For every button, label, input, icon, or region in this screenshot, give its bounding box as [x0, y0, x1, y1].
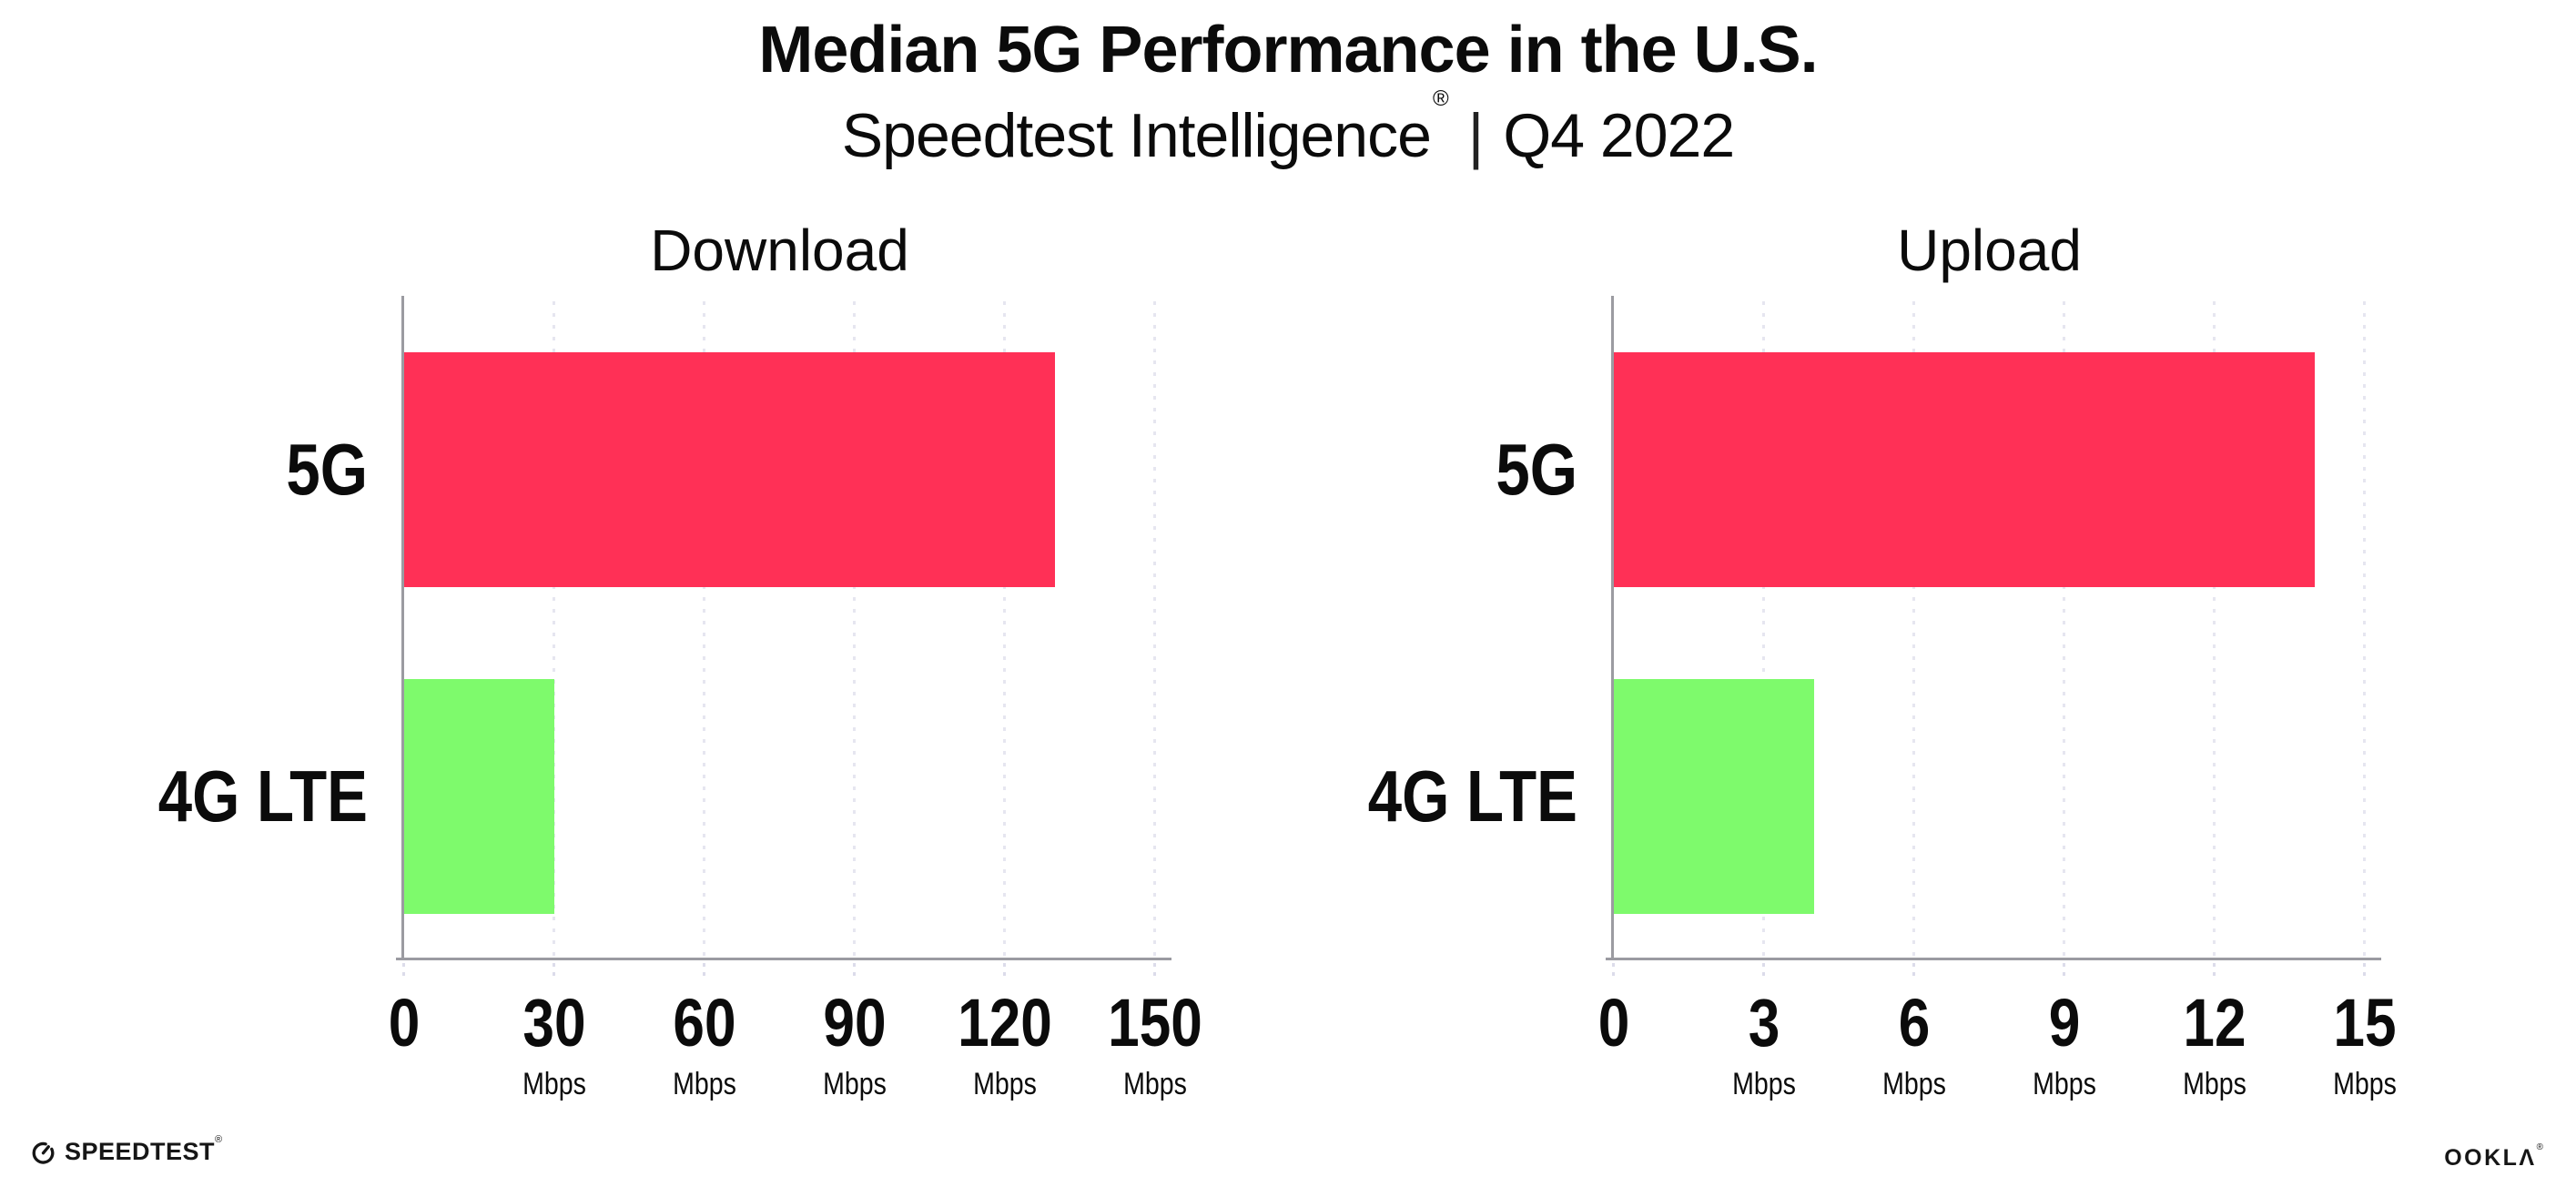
speedtest-trademark-mark: ® — [215, 1134, 223, 1145]
x-tick-unit: Mbps — [673, 1067, 736, 1101]
category-label-5g: 5G — [1496, 429, 1577, 510]
download-chart: Download 0 30 Mbps 60 Mbps 90 Mbps 120 Mbps 150 Mb… — [158, 0, 1202, 1111]
subtitle-period: Q4 2022 — [1503, 101, 1735, 170]
gridline-12 — [2213, 301, 2216, 957]
upload-plot-area: 0 3 Mbps 6 Mbps 9 Mbps 12 Mbps 15 Mbps — [1598, 296, 2397, 1100]
x-tick-unit: Mbps — [522, 1067, 586, 1101]
tickmark-6 — [1912, 963, 1915, 977]
tickmark-60 — [703, 963, 705, 977]
x-tick-value: 60 — [673, 985, 736, 1060]
x-tick-unit: Mbps — [1123, 1067, 1187, 1101]
x-tick-unit: Mbps — [1732, 1067, 1796, 1101]
x-tick-value: 9 — [2048, 985, 2081, 1060]
gridline-30 — [553, 301, 555, 957]
x-tick-unit: Mbps — [823, 1067, 887, 1101]
x-tick-unit: Mbps — [2333, 1067, 2397, 1101]
upload-chart: Upload 0 3 Mbps 6 Mbps 9 Mbps 12 Mbps 15 Mbps 5G 4G… — [1368, 0, 2397, 1111]
category-label-4g-lte: 4G LTE — [1367, 756, 1577, 837]
gridline-6 — [1912, 301, 1915, 957]
gridline-60 — [703, 301, 705, 957]
x-tick-value: 0 — [1597, 985, 1630, 1060]
tickmark-120 — [1003, 963, 1006, 977]
subtitle-brand: Speedtest Intelligence — [841, 101, 1432, 170]
bar-4g-lte — [1614, 679, 1814, 914]
ookla-trademark-mark: ® — [2536, 1141, 2543, 1152]
tickmark-3 — [1762, 963, 1765, 977]
x-tick-unit: Mbps — [973, 1067, 1037, 1101]
x-tick-label-15: 15 Mbps — [2281, 985, 2449, 1101]
tickmark-30 — [553, 963, 555, 977]
subtitle-divider: | — [1467, 101, 1485, 170]
speedtest-logo: SPEEDTEST® — [30, 1134, 223, 1166]
x-tick-label-120: 120 Mbps — [921, 985, 1090, 1101]
ookla-wordmark: OOKLΛ — [2444, 1145, 2537, 1171]
gridline-3 — [1762, 301, 1765, 957]
speedtest-wordmark: SPEEDTEST® — [65, 1134, 223, 1166]
ookla-logo: OOKLΛ® — [2444, 1141, 2543, 1172]
subtitle: Speedtest Intelligence® | Q4 2022 — [0, 86, 2576, 171]
gridline-150 — [1153, 301, 1156, 957]
x-tick-label-150: 150 Mbps — [1071, 985, 1240, 1101]
x-tick-label-12: 12 Mbps — [2131, 985, 2299, 1101]
x-tick-label-6: 6 Mbps — [1831, 985, 1999, 1101]
download-plot-area: 0 30 Mbps 60 Mbps 90 Mbps 120 Mbps 150 Mbps — [389, 296, 1202, 1100]
x-tick-value: 12 — [2183, 985, 2246, 1060]
category-label-5g: 5G — [286, 429, 368, 510]
download-x-axis-line — [396, 958, 1171, 960]
x-tick-value: 6 — [1898, 985, 1931, 1060]
bar-4g-lte — [404, 679, 554, 914]
tickmark-9 — [2063, 963, 2065, 977]
x-tick-value: 0 — [388, 985, 421, 1060]
bar-5g — [404, 352, 1055, 587]
upload-x-axis-line — [1606, 958, 2381, 960]
x-tick-label-3: 3 Mbps — [1680, 985, 1849, 1101]
x-tick-value: 15 — [2333, 985, 2397, 1060]
bar-5g — [1614, 352, 2315, 587]
registered-trademark-mark: ® — [1432, 86, 1449, 112]
tickmark-150 — [1153, 963, 1156, 977]
x-tick-value: 120 — [958, 985, 1052, 1060]
download-chart-title: Download — [650, 218, 909, 283]
x-tick-label-0: 0 — [320, 989, 489, 1057]
x-tick-label-60: 60 Mbps — [621, 985, 789, 1101]
gridline-9 — [2063, 301, 2065, 957]
tickmark-15 — [2363, 963, 2366, 977]
x-tick-value: 30 — [522, 985, 586, 1060]
x-tick-unit: Mbps — [2033, 1067, 2096, 1101]
page-title: Median 5G Performance in the U.S. — [758, 14, 1818, 86]
x-tick-unit: Mbps — [1882, 1067, 1946, 1101]
tickmark-0 — [402, 963, 405, 977]
x-tick-unit: Mbps — [2183, 1067, 2246, 1101]
x-tick-label-9: 9 Mbps — [1981, 985, 2149, 1101]
gridline-15 — [2363, 301, 2366, 957]
tickmark-0 — [1612, 963, 1615, 977]
category-label-4g-lte: 4G LTE — [157, 756, 368, 837]
tickmark-12 — [2213, 963, 2216, 977]
speedtest-gauge-icon — [32, 1141, 55, 1164]
tickmark-90 — [853, 963, 856, 977]
speedtest-label: SPEEDTEST — [65, 1138, 216, 1165]
gridline-90 — [853, 301, 856, 957]
x-tick-value: 90 — [823, 985, 887, 1060]
x-tick-value: 150 — [1108, 985, 1202, 1060]
upload-chart-title: Upload — [1897, 218, 2082, 283]
x-tick-label-30: 30 Mbps — [471, 985, 639, 1101]
gridline-120 — [1003, 301, 1006, 957]
x-tick-label-0: 0 — [1530, 989, 1699, 1057]
x-tick-label-90: 90 Mbps — [771, 985, 939, 1101]
x-tick-value: 3 — [1748, 985, 1780, 1060]
